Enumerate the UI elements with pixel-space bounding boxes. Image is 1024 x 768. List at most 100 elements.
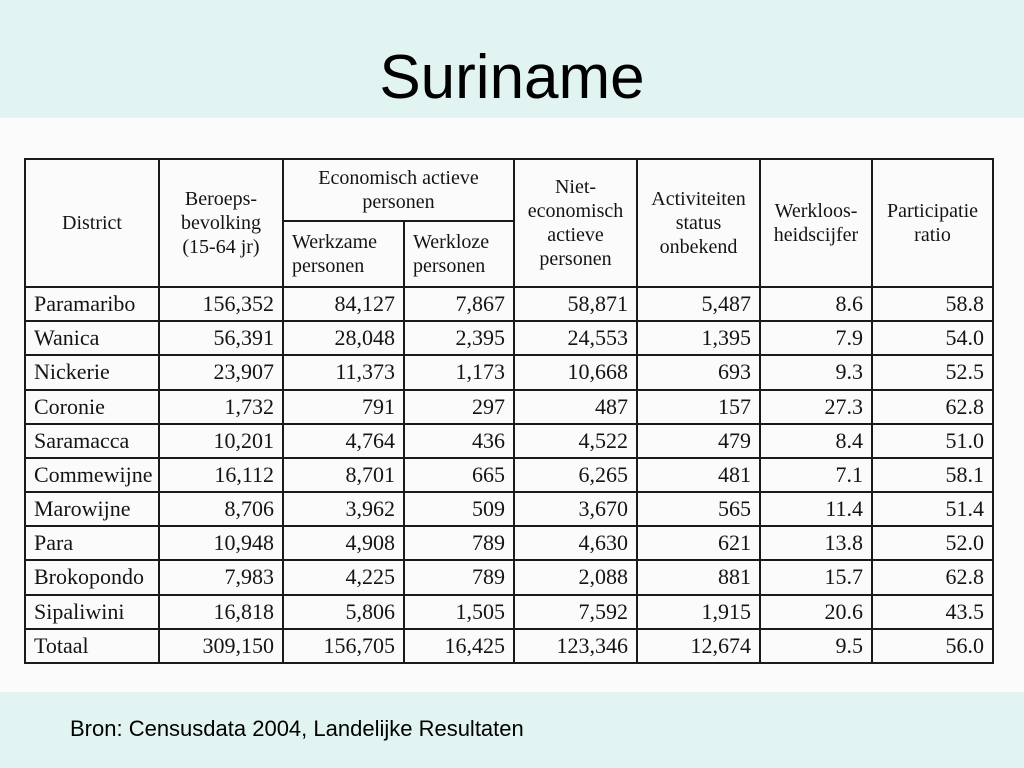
value-cell: 789 bbox=[403, 525, 515, 562]
value-cell: 481 bbox=[636, 456, 761, 494]
value-cell: 479 bbox=[636, 422, 761, 459]
value-cell: 4,522 bbox=[513, 422, 638, 459]
value-cell: 12,674 bbox=[636, 627, 761, 665]
value-cell: 58.8 bbox=[871, 285, 994, 323]
value-cell: 10,201 bbox=[158, 422, 284, 459]
table-body: Paramaribo 156,352 84,127 7,867 58,871 5,487 8… bbox=[24, 285, 994, 665]
value-cell: 156,705 bbox=[282, 627, 405, 665]
value-cell: 4,908 bbox=[282, 525, 405, 562]
value-cell: 4,225 bbox=[282, 559, 405, 596]
slide-title: Suriname bbox=[379, 43, 645, 112]
value-cell: 43.5 bbox=[871, 593, 994, 630]
district-cell: Sipaliwini bbox=[24, 593, 160, 630]
value-cell: 1,732 bbox=[158, 388, 284, 425]
value-cell: 7,983 bbox=[158, 559, 284, 596]
value-cell: 4,764 bbox=[282, 422, 405, 459]
value-cell: 5,487 bbox=[636, 285, 761, 323]
header-labor-force: Beroeps-bevolking (15-64 jr) bbox=[158, 158, 284, 288]
value-cell: 16,818 bbox=[158, 593, 284, 630]
value-cell: 7.1 bbox=[759, 456, 873, 494]
value-cell: 8.4 bbox=[759, 422, 873, 459]
source-note: Bron: Censusdata 2004, Landelijke Result… bbox=[70, 716, 524, 741]
value-cell: 621 bbox=[636, 525, 761, 562]
value-cell: 13.8 bbox=[759, 525, 873, 562]
value-cell: 6,265 bbox=[513, 456, 638, 494]
table-row: Paramaribo 156,352 84,127 7,867 58,871 5,487 8… bbox=[24, 285, 994, 323]
value-cell: 16,425 bbox=[403, 627, 515, 665]
value-cell: 28,048 bbox=[282, 320, 405, 357]
table-total-row: Totaal 309,150 156,705 16,425 123,346 12,674 9… bbox=[24, 627, 994, 665]
value-cell: 11,373 bbox=[282, 354, 405, 391]
value-cell: 9.3 bbox=[759, 354, 873, 391]
value-cell: 791 bbox=[282, 388, 405, 425]
header-unemployed: Werkloze personen bbox=[403, 220, 515, 288]
value-cell: 84,127 bbox=[282, 285, 405, 323]
value-cell: 58.1 bbox=[871, 456, 994, 494]
table-row: Marowijne 8,706 3,962 509 3,670 565 11.4 51.4 bbox=[24, 491, 994, 528]
district-cell: Nickerie bbox=[24, 354, 160, 391]
value-cell: 156,352 bbox=[158, 285, 284, 323]
header-participation-ratio: Participatie ratio bbox=[871, 158, 994, 288]
header-unemployment-rate: Werkloos-heidscijfer bbox=[759, 158, 873, 288]
value-cell: 1,915 bbox=[636, 593, 761, 630]
district-cell: Commewijne bbox=[24, 456, 160, 494]
value-cell: 51.4 bbox=[871, 491, 994, 528]
district-cell: Para bbox=[24, 525, 160, 562]
district-cell: Saramacca bbox=[24, 422, 160, 459]
table-row: Coronie 1,732 791 297 487 157 27.3 62.8 bbox=[24, 388, 994, 425]
value-cell: 10,948 bbox=[158, 525, 284, 562]
value-cell: 665 bbox=[403, 456, 515, 494]
value-cell: 10,668 bbox=[513, 354, 638, 391]
value-cell: 54.0 bbox=[871, 320, 994, 357]
value-cell: 62.8 bbox=[871, 559, 994, 596]
header-employed: Werkzame personen bbox=[282, 220, 405, 288]
district-cell: Brokopondo bbox=[24, 559, 160, 596]
value-cell: 789 bbox=[403, 559, 515, 596]
header-district: District bbox=[24, 158, 160, 288]
table-row: Sipaliwini 16,818 5,806 1,505 7,592 1,915 20.6… bbox=[24, 593, 994, 630]
value-cell: 881 bbox=[636, 559, 761, 596]
district-cell: Totaal bbox=[24, 627, 160, 665]
value-cell: 123,346 bbox=[513, 627, 638, 665]
value-cell: 62.8 bbox=[871, 388, 994, 425]
value-cell: 2,395 bbox=[403, 320, 515, 357]
value-cell: 693 bbox=[636, 354, 761, 391]
value-cell: 7.9 bbox=[759, 320, 873, 357]
value-cell: 8,706 bbox=[158, 491, 284, 528]
value-cell: 8.6 bbox=[759, 285, 873, 323]
value-cell: 565 bbox=[636, 491, 761, 528]
value-cell: 2,088 bbox=[513, 559, 638, 596]
value-cell: 1,173 bbox=[403, 354, 515, 391]
table-row: Brokopondo 7,983 4,225 789 2,088 881 15.7 62.8 bbox=[24, 559, 994, 596]
header-not-econ-active: Niet-economisch actieve personen bbox=[513, 158, 638, 288]
value-cell: 52.0 bbox=[871, 525, 994, 562]
value-cell: 487 bbox=[513, 388, 638, 425]
value-cell: 297 bbox=[403, 388, 515, 425]
value-cell: 4,630 bbox=[513, 525, 638, 562]
value-cell: 27.3 bbox=[759, 388, 873, 425]
census-table: District Beroeps-bevolking (15-64 jr) Ec… bbox=[24, 158, 994, 665]
value-cell: 9.5 bbox=[759, 627, 873, 665]
value-cell: 51.0 bbox=[871, 422, 994, 459]
district-cell: Marowijne bbox=[24, 491, 160, 528]
value-cell: 58,871 bbox=[513, 285, 638, 323]
value-cell: 16,112 bbox=[158, 456, 284, 494]
value-cell: 509 bbox=[403, 491, 515, 528]
table-row: Para 10,948 4,908 789 4,630 621 13.8 52.0 bbox=[24, 525, 994, 562]
value-cell: 52.5 bbox=[871, 354, 994, 391]
value-cell: 15.7 bbox=[759, 559, 873, 596]
value-cell: 3,962 bbox=[282, 491, 405, 528]
value-cell: 11.4 bbox=[759, 491, 873, 528]
scanned-table-image: District Beroeps-bevolking (15-64 jr) Ec… bbox=[0, 118, 1024, 692]
value-cell: 3,670 bbox=[513, 491, 638, 528]
value-cell: 309,150 bbox=[158, 627, 284, 665]
value-cell: 5,806 bbox=[282, 593, 405, 630]
district-cell: Paramaribo bbox=[24, 285, 160, 323]
value-cell: 7,592 bbox=[513, 593, 638, 630]
table-row: Saramacca 10,201 4,764 436 4,522 479 8.4 51.0 bbox=[24, 422, 994, 459]
value-cell: 436 bbox=[403, 422, 515, 459]
value-cell: 24,553 bbox=[513, 320, 638, 357]
header-activity-unknown: Activiteiten status onbekend bbox=[636, 158, 761, 288]
value-cell: 157 bbox=[636, 388, 761, 425]
table-row: Commewijne 16,112 8,701 665 6,265 481 7.1 58.1 bbox=[24, 456, 994, 494]
